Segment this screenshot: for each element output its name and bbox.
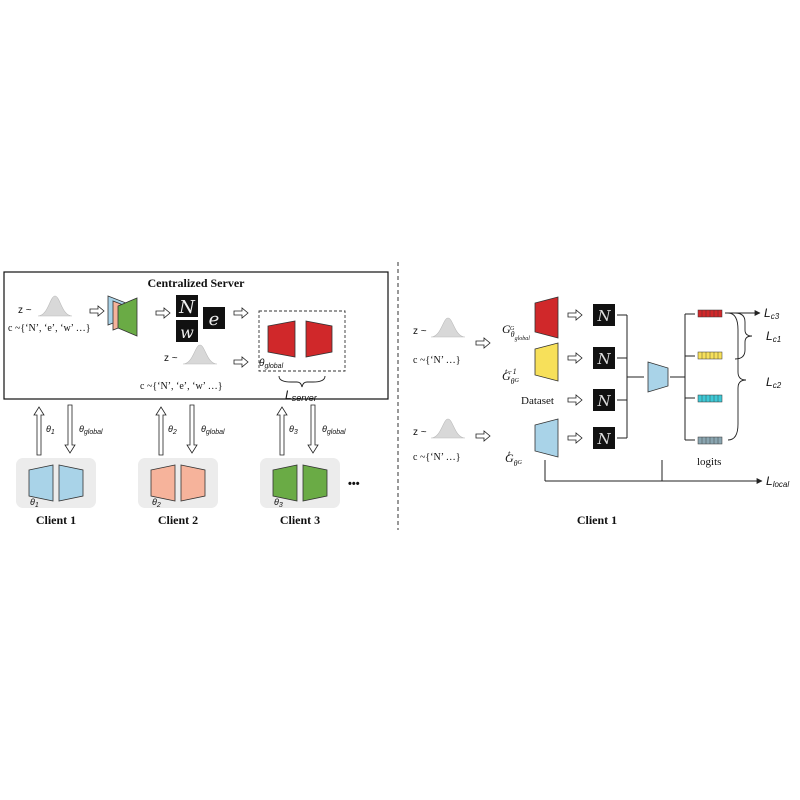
svg-text:N: N: [596, 430, 611, 448]
detail-cond-label: c ~{‘N’ …}: [413, 355, 461, 366]
hollow-arrow-icon: [567, 394, 583, 406]
client-2-exchange: θ2 θglobal: [155, 404, 225, 456]
hollow-arrow-icon: [89, 305, 105, 317]
classifier-shape: [647, 361, 669, 393]
svg-text:θ1: θ1: [30, 497, 39, 509]
hollow-arrow-icon: [567, 309, 583, 321]
server-box: [3, 271, 389, 400]
detail-noise-label: z ~: [413, 326, 427, 337]
server-title: Centralized Server: [148, 276, 246, 290]
loss-c3-label: Lc3: [764, 306, 780, 321]
logits-dataset: [697, 394, 723, 403]
gen-global-symbol: G: [502, 322, 511, 336]
detail-samples: N N N N: [593, 304, 615, 449]
svg-text:θ2: θ2: [168, 424, 177, 436]
logits-prev: [697, 351, 723, 360]
client-2-box: θ2: [138, 458, 218, 509]
hollow-arrow-icon: [567, 352, 583, 364]
hollow-arrow-icon: [567, 432, 583, 444]
logits-current: [697, 436, 723, 445]
global-model-box: [258, 310, 346, 372]
svg-text:N: N: [596, 392, 611, 410]
detail-cond-label-2: c ~{‘N’ …}: [413, 452, 461, 463]
hollow-arrow-icon: [475, 337, 491, 349]
svg-text:w: w: [180, 323, 194, 342]
stacked-generators: [107, 295, 138, 337]
global-decoder-shape: [305, 320, 333, 358]
hollow-arrow-icon: [233, 356, 249, 368]
global-encoder-shape: [267, 320, 296, 358]
detail-noise-label-2: z ~: [413, 427, 427, 438]
prev-generator-shape: [534, 342, 559, 382]
client-1-exchange: θ1 θglobal: [33, 404, 103, 456]
dataset-label: Dataset: [521, 395, 554, 407]
svg-text:e: e: [209, 309, 220, 330]
client-3-exchange: θ3 θglobal: [276, 404, 346, 456]
server-cond-label: c ~{‘N’, ‘e’, ‘w’ …}: [8, 323, 91, 334]
logit-connectors: [670, 313, 695, 441]
loss-c1-brace: [734, 312, 753, 360]
gen-cur-label: GθGt: [505, 449, 523, 468]
svg-text:N: N: [596, 307, 611, 325]
gaussian-curve-icon: [182, 344, 218, 365]
gaussian-curve-icon: [430, 317, 466, 338]
logits-label: logits: [697, 456, 721, 468]
hollow-arrow-icon: [233, 307, 249, 319]
logits-global: [697, 309, 723, 318]
client-3-name: Client 3: [280, 513, 320, 527]
local-loss-path: [544, 460, 763, 484]
client-1-name: Client 1: [36, 513, 76, 527]
gen-prev-symbol: G: [502, 369, 511, 383]
loss-local-label: Llocal: [766, 474, 789, 489]
gaussian-curve-icon: [430, 418, 466, 439]
loss-c2-brace: [727, 312, 747, 441]
svg-text:θ3: θ3: [274, 497, 283, 509]
svg-text:θ1: θ1: [46, 424, 55, 436]
hollow-arrow-icon: [475, 430, 491, 442]
gen-cur-symbol: G: [505, 451, 514, 465]
generated-samples: N e w: [176, 295, 225, 342]
svg-text:N: N: [596, 350, 611, 368]
theta-global-label: θglobal: [259, 358, 284, 370]
sample-connectors: [617, 314, 644, 439]
server-loss-label: Lserver: [285, 388, 318, 403]
global-generator-shape: [534, 296, 559, 339]
svg-text:N: N: [178, 297, 196, 318]
client-2-name: Client 2: [158, 513, 198, 527]
server-noise-label-2: z ~: [164, 353, 178, 364]
svg-text:θglobal: θglobal: [322, 424, 346, 436]
gaussian-curve-icon: [37, 295, 73, 317]
hollow-arrow-icon: [155, 307, 171, 319]
loss-c2-label: Lc2: [766, 375, 782, 390]
svg-text:θ3: θ3: [289, 424, 298, 436]
server-cond-label-2: c ~{‘N’, ‘e’, ‘w’ …}: [140, 381, 223, 392]
loss-c1-label: Lc1: [766, 329, 781, 344]
server-noise-label: z ~: [18, 305, 32, 316]
svg-text:θglobal: θglobal: [79, 424, 103, 436]
detail-client-title: Client 1: [577, 513, 617, 527]
svg-text:θglobal: θglobal: [201, 424, 225, 436]
client-3-box: θ3: [260, 458, 340, 509]
server-loss-brace: [278, 375, 326, 388]
more-clients-ellipsis: •••: [348, 478, 360, 490]
gen-global-label: GθglobalG: [502, 322, 530, 342]
gen-prev-label: GθGt−1: [502, 367, 520, 386]
current-generator-shape: [534, 418, 559, 458]
svg-text:θ2: θ2: [152, 497, 161, 509]
client-1-box: θ1: [16, 458, 96, 509]
